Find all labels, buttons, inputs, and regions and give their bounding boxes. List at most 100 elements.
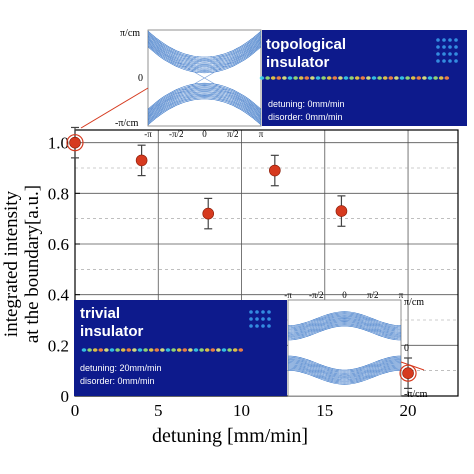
intTop-site-32 bbox=[438, 76, 444, 80]
bandBot-upper-2 bbox=[287, 323, 402, 339]
intBot-site-4 bbox=[104, 348, 109, 352]
y-tick-label-1: 0.2 bbox=[48, 336, 69, 355]
intTop-site-19 bbox=[366, 76, 371, 80]
kTop-0: -π bbox=[144, 129, 152, 139]
intTop-site-3 bbox=[276, 76, 282, 80]
intTop-bulk-9 bbox=[442, 52, 446, 56]
intTop-site-20 bbox=[371, 76, 377, 80]
intTop-site-12 bbox=[326, 76, 332, 80]
intBot-site-23 bbox=[210, 348, 216, 352]
bandTop-upper-5 bbox=[147, 40, 262, 68]
trivial-disorder: disorder: 0mm/min bbox=[80, 376, 155, 386]
intBot-site-17 bbox=[176, 348, 182, 352]
intTop-bulk-13 bbox=[442, 59, 446, 63]
y-tick-label-5: 1.0 bbox=[48, 134, 69, 153]
bandTop-upper-8 bbox=[147, 36, 262, 64]
bandBot-upper-1 bbox=[287, 324, 402, 340]
bandTop-upper-9 bbox=[147, 35, 262, 63]
intTop-site-28 bbox=[416, 76, 422, 80]
intBot-site-25 bbox=[221, 348, 227, 352]
intBot-site-11 bbox=[143, 348, 148, 352]
bandBot-lower-4 bbox=[287, 360, 402, 375]
intTop-site-25 bbox=[399, 76, 405, 80]
intTop-site-29 bbox=[422, 76, 427, 80]
bandBot-upper-9 bbox=[287, 315, 402, 331]
intBot-bulk-8 bbox=[249, 324, 253, 328]
intBot-bulk-11 bbox=[267, 324, 271, 328]
intBot-bulk-0 bbox=[249, 310, 253, 314]
intTop-site-1 bbox=[265, 76, 270, 80]
intTop-bulk-6 bbox=[448, 45, 452, 49]
kBot-2: 0 bbox=[342, 290, 347, 300]
kTop-2: 0 bbox=[202, 129, 207, 139]
intBot-site-5 bbox=[109, 348, 115, 352]
bandBot-upper-13 bbox=[287, 311, 402, 326]
intBot-site-21 bbox=[199, 348, 204, 352]
topological-title-1: topological bbox=[266, 36, 346, 53]
bandTop-lower-8 bbox=[147, 92, 262, 120]
bandBot-upper-12 bbox=[287, 312, 402, 328]
bandTop-upper-6 bbox=[147, 39, 262, 66]
trivial-title-2: insulator bbox=[80, 323, 144, 340]
intTop-site-22 bbox=[382, 76, 388, 80]
bandTop-lower-11 bbox=[147, 96, 262, 123]
intBot-bulk-1 bbox=[255, 310, 259, 314]
kBot-4: π bbox=[399, 290, 404, 300]
bandTop-upper-11 bbox=[147, 33, 262, 60]
intTop-site-24 bbox=[394, 76, 399, 80]
trivial-band-curves bbox=[287, 311, 402, 385]
intTop-bulk-10 bbox=[448, 52, 452, 56]
data-point-1 bbox=[135, 154, 148, 167]
intTop-bulk-7 bbox=[454, 45, 458, 49]
x-axis-label: detuning [mm/min] bbox=[152, 425, 308, 447]
bandBot-upper-6 bbox=[287, 319, 402, 334]
inset-bot-zero-label: 0 bbox=[404, 343, 409, 354]
intTop-site-4 bbox=[282, 76, 287, 80]
bandTop-upper-7 bbox=[147, 38, 262, 65]
x-tick-label-2: 10 bbox=[233, 401, 250, 420]
intBot-site-7 bbox=[120, 348, 126, 352]
x-tick-label-0: 0 bbox=[71, 401, 80, 420]
intTop-bulk-8 bbox=[436, 52, 440, 56]
intTop-site-8 bbox=[304, 76, 310, 80]
intBot-site-19 bbox=[188, 348, 193, 352]
trivial-band-inset: π/cm 0 -π/cm -π -π/2 0 π/2 π bbox=[284, 290, 427, 400]
bandTop-lower-12 bbox=[147, 97, 262, 124]
intBot-site-12 bbox=[148, 348, 154, 352]
intBot-site-16 bbox=[171, 348, 176, 352]
intTop-bulk-0 bbox=[436, 38, 440, 42]
x-tick-label-1: 5 bbox=[154, 401, 163, 420]
y-tick-label-4: 0.8 bbox=[48, 184, 69, 203]
intTop-site-31 bbox=[433, 76, 438, 80]
intTop-site-10 bbox=[315, 76, 321, 80]
kBot-3: π/2 bbox=[367, 290, 379, 300]
intTop-bulk-12 bbox=[436, 59, 440, 63]
intTop-bulk-3 bbox=[454, 38, 458, 42]
bandTop-lower-2 bbox=[147, 85, 262, 112]
intTop-site-17 bbox=[354, 76, 360, 80]
intTop-bulk-11 bbox=[454, 52, 458, 56]
intBot-site-1 bbox=[87, 348, 92, 352]
bandTop-upper-0 bbox=[147, 46, 262, 74]
bandBot-lower-9 bbox=[287, 365, 402, 381]
intBot-site-14 bbox=[160, 348, 165, 352]
intBot-site-13 bbox=[154, 348, 160, 352]
inset-top-k-ticks: -π -π/2 0 π/2 π bbox=[144, 129, 264, 139]
intTop-site-30 bbox=[427, 76, 433, 80]
bandBot-lower-3 bbox=[287, 359, 402, 374]
bandBot-lower-13 bbox=[287, 370, 402, 385]
intTop-bulk-4 bbox=[436, 45, 440, 49]
intTop-site-23 bbox=[388, 76, 394, 80]
highlight-ring-0 bbox=[66, 134, 84, 152]
kBot-1: -π/2 bbox=[309, 290, 324, 300]
intBot-bulk-6 bbox=[261, 317, 265, 321]
bandBot-upper-5 bbox=[287, 320, 402, 335]
intTop-bulk-2 bbox=[448, 38, 452, 42]
data-point-3 bbox=[269, 164, 281, 177]
intTop-site-18 bbox=[360, 76, 366, 80]
bandTop-lower-3 bbox=[147, 86, 262, 114]
bandBot-upper-11 bbox=[287, 313, 402, 329]
intBot-site-8 bbox=[126, 348, 132, 352]
bandTop-upper-1 bbox=[147, 45, 262, 72]
bandBot-lower-6 bbox=[287, 362, 402, 377]
